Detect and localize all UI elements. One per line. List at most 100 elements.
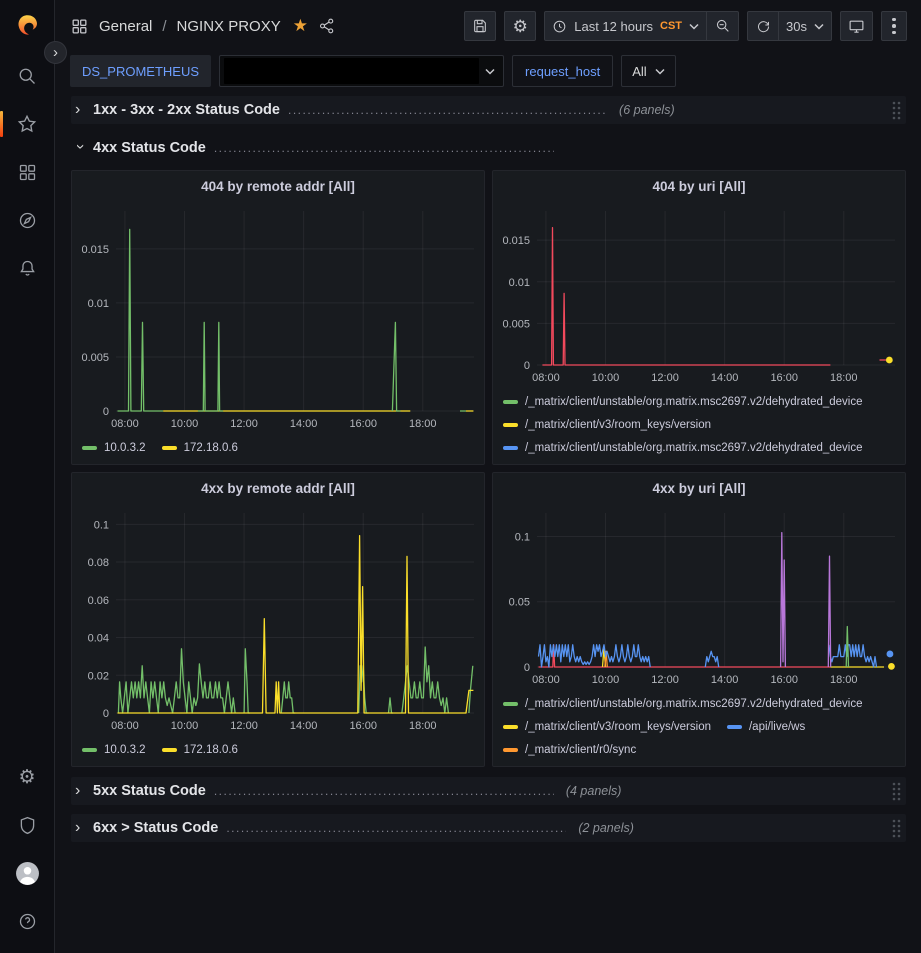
chart-4xx-by-uri[interactable]: 08:00 10:00 12:00 14:00 16:00 18:00 0 0.05 0.1	[493, 503, 905, 692]
legend-label: 10.0.3.2	[104, 743, 146, 756]
row-5xx-status-code[interactable]: › 5xx Status Code ......................…	[71, 777, 906, 805]
legend-item[interactable]: /_matrix/client/v3/room_keys/version	[503, 419, 711, 431]
sidebar-item-explore[interactable]	[0, 196, 54, 244]
datasource-variable-select[interactable]	[219, 55, 505, 87]
legend-item[interactable]: 10.0.3.2	[82, 442, 146, 454]
drag-handle-icon[interactable]	[890, 100, 902, 120]
legend-item[interactable]: /api/live/ws	[726, 721, 805, 733]
legend-item[interactable]: /sw.js	[727, 465, 777, 466]
legend-row: /_matrix/client/v3/room_keys/version/api…	[503, 715, 895, 738]
legend-row: /_matrix/client/unstable/org.matrix.msc2…	[503, 761, 895, 768]
row-panel-count: (6 panels)	[619, 103, 675, 117]
sidebar-item-profile[interactable]	[0, 849, 54, 897]
drag-handle-icon[interactable]	[890, 781, 902, 801]
legend-item[interactable]: /_matrix/client/v3/room_keys/version	[503, 721, 711, 733]
dashboard-settings-button[interactable]: ⚙	[504, 11, 537, 41]
svg-text:0: 0	[524, 662, 530, 674]
legend-item[interactable]: /_matrix/client/unstable/org.matrix.msc2…	[503, 698, 863, 710]
favorite-star-icon[interactable]: ★	[292, 16, 308, 35]
refresh-interval-picker[interactable]: 30s	[779, 11, 832, 41]
chart-404-by-uri[interactable]: 08:00 10:00 12:00 14:00 16:00 18:00 0 0.005 0.01…	[493, 201, 905, 390]
legend-item[interactable]: /_matrix/client/unstable/org.matrix.msc2…	[503, 396, 863, 408]
panel-title[interactable]: 4xx by uri [All]	[652, 480, 746, 496]
save-dashboard-button[interactable]	[464, 11, 497, 41]
legend-label: /_matrix/client/unstable/org.matrix.msc2…	[525, 395, 863, 408]
legend-item[interactable]: 172.18.0.6	[161, 743, 238, 756]
dashboard-grid-icon	[72, 19, 87, 33]
legend-item[interactable]: /_matrix/client/v3/room_keys/version	[503, 465, 711, 466]
zoom-out-icon	[716, 19, 729, 32]
svg-text:0.05: 0.05	[509, 597, 530, 609]
legend-swatch	[161, 747, 177, 752]
legend-row: /_matrix/client/unstable/org.matrix.msc2…	[503, 436, 895, 459]
time-range-label: Last 12 hours	[574, 18, 654, 34]
sidebar-item-search[interactable]	[0, 52, 54, 100]
sidebar-item-help[interactable]	[0, 897, 54, 945]
legend-label: /_matrix/client/unstable/org.matrix.msc2…	[525, 441, 863, 454]
legend-swatch	[503, 445, 518, 450]
grafana-logo[interactable]	[0, 0, 54, 52]
row-4xx-status-code[interactable]: › 4xx Status Code ......................…	[71, 134, 906, 162]
sidebar-item-alerting[interactable]	[0, 244, 54, 292]
legend-item[interactable]: /_matrix/client/r0/sync	[503, 744, 636, 756]
legend-item[interactable]: /_matrix/client/unstable/org.matrix.msc2…	[503, 767, 863, 768]
legend-label: 172.18.0.6	[183, 441, 238, 454]
svg-text:12:00: 12:00	[230, 418, 258, 430]
datasource-variable-label[interactable]: DS_PROMETHEUS	[70, 55, 212, 87]
panel-404-by-uri: 404 by uri [All] 08:00 10:00 12:00 14:00 16:…	[492, 170, 906, 465]
share-icon[interactable]	[318, 17, 336, 35]
sidebar-item-server-admin[interactable]	[0, 801, 54, 849]
panel-title[interactable]: 404 by uri [All]	[652, 178, 746, 194]
legend-item[interactable]: 10.0.3.2	[82, 744, 146, 756]
legend-swatch	[503, 701, 518, 706]
time-range-picker[interactable]: Last 12 hours CST	[544, 11, 708, 41]
legend-item[interactable]: 172.18.0.6	[161, 441, 238, 454]
chevron-down-icon	[655, 68, 665, 75]
chevron-right-icon: ›	[75, 819, 81, 836]
svg-text:0.015: 0.015	[502, 235, 530, 247]
breadcrumb-dashboard-title: NGINX PROXY	[176, 17, 281, 35]
svg-text:0.005: 0.005	[502, 318, 530, 330]
redacted-value	[224, 58, 480, 84]
svg-text:16:00: 16:00	[349, 418, 377, 430]
row-1xx-3xx-2xx[interactable]: › 1xx - 3xx - 2xx Status Code ..........…	[71, 96, 906, 124]
svg-text:16:00: 16:00	[770, 674, 798, 686]
legend-label: 172.18.0.6	[183, 743, 238, 756]
svg-text:0.01: 0.01	[88, 298, 109, 310]
panel-4xx-by-remote-addr: 4xx by remote addr [All] 08:00 10:00 12:00…	[71, 472, 485, 767]
sidebar-item-starred[interactable]	[0, 100, 54, 148]
svg-text:0.005: 0.005	[81, 352, 109, 364]
search-icon	[19, 68, 35, 84]
panel-title[interactable]: 404 by remote addr [All]	[201, 178, 355, 194]
panel-4xx-by-uri: 4xx by uri [All] 08:00 10:00 12:00 14:00 16:…	[492, 472, 906, 767]
sidebar-collapse-button[interactable]: ›	[44, 41, 67, 64]
svg-text:10:00: 10:00	[592, 674, 620, 686]
request-host-variable-value[interactable]: All	[621, 55, 676, 87]
svg-text:14:00: 14:00	[290, 418, 318, 430]
legend-row: 10.0.3.2 172.18.0.6	[82, 738, 474, 761]
zoom-out-time-button[interactable]	[707, 11, 740, 41]
chart-4xx-by-remote-addr[interactable]: 08:00 10:00 12:00 14:00 16:00 18:00 0 0.02 0.04 0…	[72, 503, 484, 738]
row-6xx-status-code[interactable]: › 6xx > Status Code ....................…	[71, 814, 906, 842]
legend-swatch	[503, 422, 518, 427]
drag-handle-icon[interactable]	[890, 818, 902, 838]
breadcrumb-folder[interactable]: General	[99, 17, 153, 35]
help-icon	[19, 913, 35, 929]
sidebar-item-configuration[interactable]: ⚙	[0, 753, 54, 801]
row-title: 4xx Status Code	[93, 140, 206, 156]
chevron-expanded-icon: ›	[72, 144, 89, 150]
more-options-button[interactable]	[881, 11, 907, 41]
svg-text:14:00: 14:00	[711, 372, 739, 384]
svg-text:18:00: 18:00	[409, 418, 437, 430]
svg-text:0.1: 0.1	[515, 531, 530, 543]
legend-swatch	[503, 747, 518, 752]
svg-text:08:00: 08:00	[532, 674, 560, 686]
chart-404-by-remote-addr[interactable]: 08:00 10:00 12:00 14:00 16:00 18:00 0 0.005 0.01…	[72, 201, 484, 436]
request-host-variable-label[interactable]: request_host	[512, 55, 614, 87]
avatar	[15, 861, 39, 885]
sidebar-item-dashboards[interactable]	[0, 148, 54, 196]
refresh-button[interactable]	[747, 11, 780, 41]
panel-title[interactable]: 4xx by remote addr [All]	[201, 480, 355, 496]
cycle-view-mode-button[interactable]	[840, 11, 873, 41]
legend-item[interactable]: /_matrix/client/unstable/org.matrix.msc2…	[503, 442, 863, 454]
